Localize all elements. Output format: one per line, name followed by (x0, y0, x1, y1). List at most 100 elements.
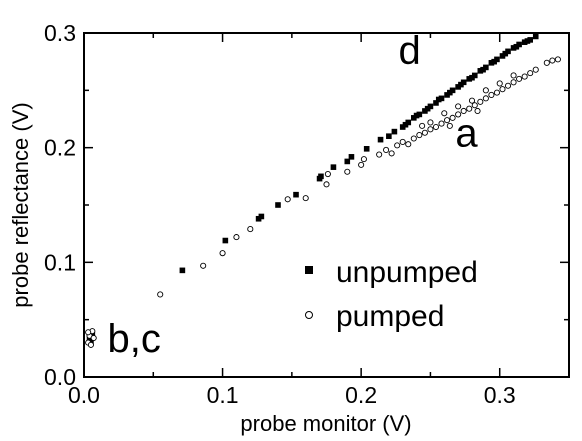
point-pumped (432, 123, 440, 131)
point-pumped (488, 91, 495, 98)
legend-label-pumped: pumped (336, 300, 444, 333)
x-tick-label: 0.3 (484, 382, 516, 408)
point-pumped (466, 105, 473, 112)
y-axis-label: probe reflectance (V) (8, 102, 33, 307)
point-unpumped (469, 74, 475, 81)
point-unpumped (258, 213, 265, 220)
point-pumped (510, 79, 517, 86)
point-pumped (446, 122, 453, 129)
point-unpumped (293, 191, 299, 198)
point-unpumped (222, 237, 229, 244)
point-unpumped (179, 267, 186, 274)
point-pumped (200, 262, 207, 269)
x-axis-label: probe monitor (V) (240, 411, 411, 436)
point-pumped (527, 70, 534, 77)
point-pumped (532, 66, 539, 73)
point-pumped (324, 170, 331, 178)
y-tick-label: 0.2 (44, 135, 76, 161)
point-pumped (471, 102, 478, 109)
point-unpumped (391, 128, 398, 135)
y-tick-label: 0.3 (44, 20, 76, 46)
point-annotations: da b,c (108, 29, 479, 361)
point-unpumped (402, 121, 409, 128)
point-pumped (474, 107, 481, 115)
point-pumped (419, 122, 426, 129)
point-pumped (376, 151, 383, 158)
point-unpumped (413, 112, 420, 119)
point-pumped (157, 291, 164, 298)
point-pumped (543, 59, 550, 66)
point-pumped (504, 82, 512, 89)
x-tick-label: 0.2 (345, 382, 377, 408)
point-unpumped (524, 38, 531, 44)
point-pumped (233, 234, 240, 241)
point-pumped (493, 89, 500, 96)
legend-marker-pumped (305, 311, 313, 319)
point-pumped (284, 196, 291, 203)
axis-ticks (83, 32, 570, 378)
annotation-label: d (399, 29, 421, 73)
point-unpumped (447, 89, 453, 96)
point-pumped (344, 168, 351, 175)
y-tick-label: 0.0 (44, 364, 76, 390)
point-pumped (444, 117, 451, 124)
point-pumped (219, 250, 226, 257)
point-pumped (405, 141, 412, 148)
point-pumped (455, 111, 462, 118)
point-pumped (427, 126, 434, 133)
legend-marker-unpumped (305, 266, 313, 274)
point-pumped (394, 142, 401, 149)
point-unpumped (513, 43, 520, 50)
point-unpumped (348, 154, 355, 160)
point-unpumped (344, 158, 351, 165)
tick-labels: 0.0 0.1 0.2 0.3 0.0 0.1 0.2 0.3 (44, 20, 516, 408)
point-pumped (521, 73, 528, 80)
y-tick-label: 0.1 (44, 249, 76, 275)
point-unpumped (86, 336, 93, 342)
point-unpumped (318, 173, 324, 180)
point-pumped (323, 181, 330, 188)
point-pumped (468, 97, 476, 104)
point-pumped (477, 98, 484, 105)
point-pumped (438, 120, 445, 127)
point-unpumped (480, 66, 486, 73)
point-pumped (482, 95, 489, 102)
point-pumped (90, 334, 97, 342)
point-unpumped (377, 136, 384, 143)
point-pumped (383, 146, 390, 154)
point-pumped (360, 156, 367, 163)
point-pumped (85, 329, 92, 336)
point-unpumped (363, 146, 370, 152)
point-pumped (516, 75, 523, 82)
point-pumped (399, 138, 406, 145)
x-tick-label: 0.0 (68, 382, 100, 408)
point-pumped (510, 72, 517, 79)
legend: unpumped pumped (305, 256, 478, 333)
point-unpumped (502, 50, 509, 57)
point-pumped (449, 114, 456, 121)
point-pumped (455, 103, 462, 110)
point-unpumped (386, 133, 392, 139)
point-pumped (421, 129, 428, 136)
point-pumped (482, 87, 489, 94)
data-points (85, 33, 561, 348)
point-pumped (358, 161, 365, 168)
point-pumped (302, 195, 309, 202)
point-pumped (416, 132, 423, 139)
point-pumped (554, 56, 561, 63)
point-unpumped (433, 100, 439, 106)
point-unpumped (435, 96, 442, 103)
point-unpumped (330, 164, 337, 170)
annotation-label: b,c (108, 317, 161, 361)
point-unpumped (275, 202, 281, 208)
point-pumped (549, 57, 556, 64)
point-unpumped (424, 105, 431, 112)
point-pumped (496, 80, 503, 87)
point-pumped (388, 150, 395, 157)
point-pumped (247, 226, 254, 233)
point-pumped (87, 341, 94, 348)
point-unpumped (458, 81, 464, 88)
annotation-label: a (455, 112, 478, 156)
point-pumped (441, 110, 448, 117)
